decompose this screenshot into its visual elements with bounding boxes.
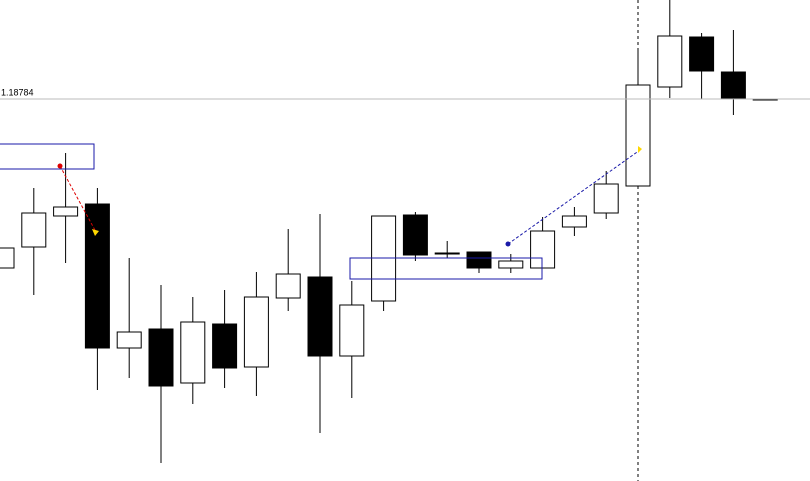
- trade-marker: [92, 229, 99, 236]
- candle-body: [307, 276, 333, 357]
- candle-body: [561, 215, 587, 228]
- candles: [0, 0, 778, 463]
- trade-marker: [505, 241, 511, 247]
- candle-body: [21, 212, 47, 248]
- candle-body: [689, 36, 715, 72]
- candle-body: [402, 214, 428, 256]
- candle-body: [53, 206, 79, 217]
- candle-body: [339, 304, 365, 357]
- candle-body: [720, 71, 746, 100]
- trade-arrow: [507, 149, 641, 245]
- candle-body: [180, 321, 206, 384]
- candle-body: [593, 183, 619, 214]
- candle-body: [0, 247, 15, 269]
- candle-body: [466, 251, 492, 269]
- candle-body: [657, 35, 683, 88]
- candle-body: [498, 260, 524, 269]
- candle-body: [530, 230, 556, 269]
- trade-marker: [638, 146, 642, 153]
- trade-arrow: [59, 165, 97, 233]
- candle-body: [148, 328, 174, 387]
- candle-body: [116, 331, 142, 349]
- candle-body: [434, 252, 460, 255]
- candle-body: [625, 84, 651, 187]
- candle-body: [243, 296, 269, 368]
- zone-box: [349, 257, 543, 280]
- trade-marker: [57, 163, 63, 169]
- candle-body: [212, 323, 238, 369]
- candle-body: [275, 273, 301, 299]
- price-label: 1.18784: [1, 87, 34, 97]
- zone-box: [0, 143, 95, 170]
- candle-body: [84, 203, 110, 349]
